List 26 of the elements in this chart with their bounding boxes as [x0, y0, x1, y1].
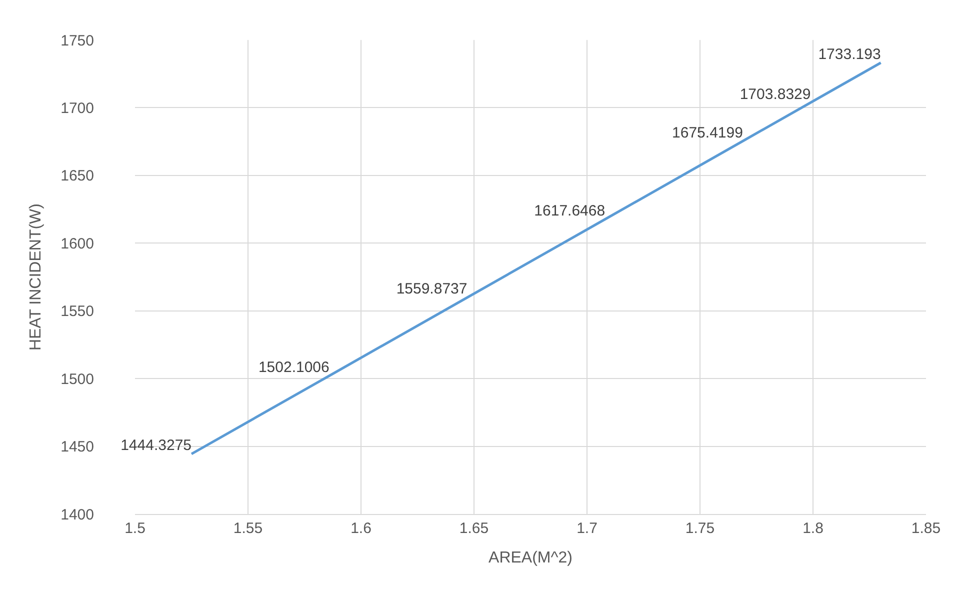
x-tick-label: 1.5 [124, 520, 146, 537]
x-tick-label: 1.8 [802, 520, 824, 537]
x-tick-label: 1.55 [233, 520, 263, 537]
y-axis-title: HEAT INCIDENT(W) [28, 204, 45, 350]
line-series [190, 62, 882, 456]
y-tick-label: 1650 [60, 168, 94, 185]
y-tick-label: 1450 [60, 438, 94, 456]
data-label: 1444.3275 [120, 437, 192, 454]
data-label: 1559.8737 [396, 280, 468, 298]
x-tick-label: 1.65 [459, 520, 489, 537]
y-tick-label: 1500 [60, 370, 94, 388]
x-axis-title: AREA(M^2) [488, 550, 572, 567]
data-label: 1675.4199 [672, 124, 743, 142]
x-tick-label: 1.85 [911, 520, 941, 537]
y-tick-label: 1750 [60, 32, 94, 50]
data-label: 1733.193 [818, 46, 881, 64]
x-tick-label: 1.6 [350, 520, 372, 537]
data-label: 1703.8329 [740, 86, 811, 103]
y-tick-label: 1400 [60, 506, 94, 524]
y-tick-label: 1600 [60, 235, 94, 252]
data-label: 1502.1006 [258, 358, 330, 376]
x-tick-label: 1.75 [685, 520, 715, 537]
y-tick-label: 1700 [60, 100, 94, 117]
y-tick-label: 1550 [60, 303, 94, 320]
x-tick-label: 1.7 [576, 520, 598, 537]
data-label: 1617.6468 [534, 202, 606, 220]
